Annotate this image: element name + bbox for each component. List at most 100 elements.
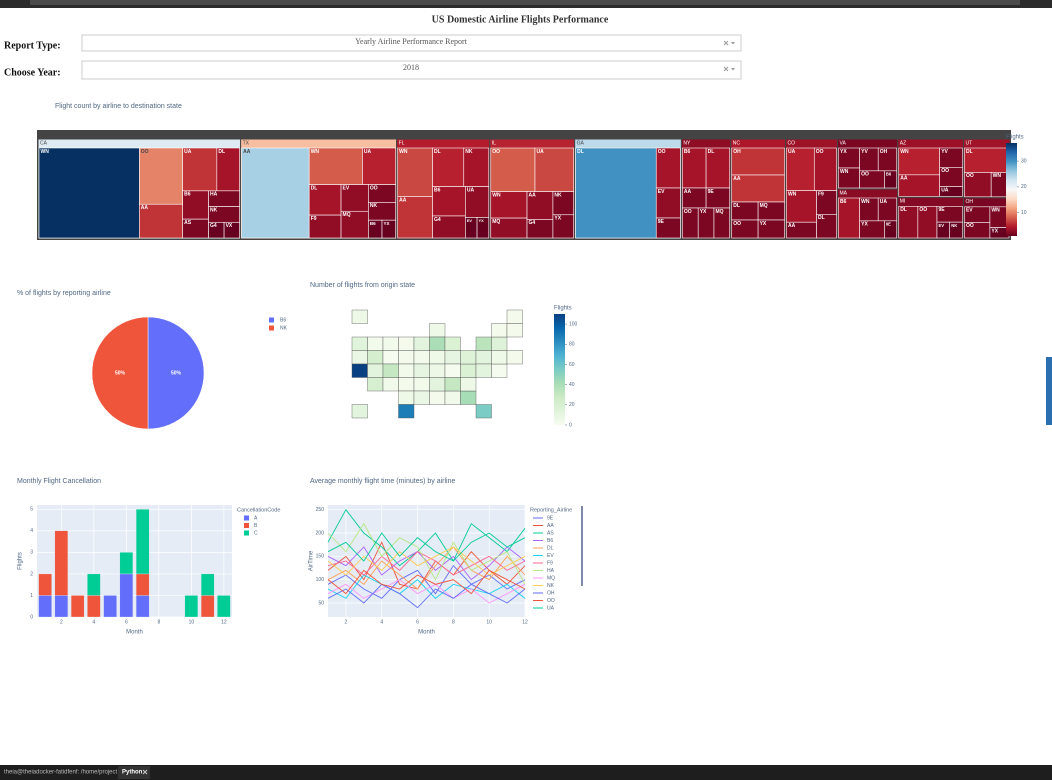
airline-label: 9E — [938, 207, 945, 213]
state-label: TX — [243, 140, 250, 146]
airline-tile — [139, 203, 183, 239]
y-tick-label: 5 — [30, 507, 33, 513]
dropdown-arrow[interactable] — [731, 42, 735, 45]
bar — [87, 573, 101, 596]
bar — [38, 573, 52, 596]
dropdown-arrow[interactable] — [731, 68, 735, 71]
pie-slice — [147, 316, 205, 430]
bar — [135, 509, 150, 575]
airline-label: 9E — [708, 189, 715, 195]
airline-label: OO — [658, 149, 666, 155]
slice-label: 50% — [171, 370, 182, 376]
airline-tile — [898, 147, 940, 176]
airline-label: EV — [966, 208, 973, 214]
airline-label: EV — [343, 185, 350, 191]
airline-label: OH — [880, 149, 888, 155]
state — [429, 390, 446, 405]
legend-label: OO — [547, 598, 555, 604]
airline-tile — [139, 147, 183, 205]
colorbar-tick-label: 30 — [1021, 158, 1027, 164]
tab-label[interactable]: Python — [122, 770, 143, 776]
state — [398, 363, 415, 378]
airline-label: AA — [243, 149, 251, 155]
airline-tile — [534, 147, 574, 192]
airline-tile — [308, 147, 363, 185]
state — [398, 377, 415, 392]
x-tick-label: 4 — [92, 619, 95, 625]
state — [460, 390, 477, 405]
airline-label: WN — [41, 149, 50, 155]
airline-label: DL — [708, 149, 715, 155]
year-dropdown[interactable] — [81, 60, 742, 80]
line — [327, 546, 526, 576]
airline-tile — [713, 207, 731, 239]
side-tab[interactable] — [1046, 357, 1052, 425]
y-tick-label: 100 — [316, 577, 325, 583]
airline-tile — [949, 221, 963, 239]
state — [506, 350, 523, 365]
y-tick-label: 1 — [30, 593, 33, 599]
state-label: MI — [900, 199, 906, 205]
airline-tile — [964, 172, 992, 198]
state — [506, 309, 523, 324]
airline-tile — [432, 186, 466, 217]
state — [367, 363, 384, 378]
clear-icon[interactable] — [723, 40, 729, 46]
state — [444, 390, 461, 405]
plot-area — [37, 505, 232, 617]
python-tab[interactable] — [118, 766, 150, 779]
legend-label: AA — [547, 523, 554, 529]
tab-close-icon[interactable] — [142, 769, 148, 775]
state — [491, 350, 508, 365]
airline-label: AA — [529, 192, 537, 198]
line — [327, 541, 526, 590]
airline-label: AS — [184, 220, 192, 226]
legend-label: EV — [547, 553, 554, 559]
state — [367, 377, 384, 392]
state — [413, 363, 430, 378]
report-type-dropdown[interactable] — [81, 34, 742, 52]
colorbar-tick-label: 20 — [569, 402, 575, 408]
airline-label: WN — [399, 149, 408, 155]
colorbar-tick-label: 40 — [569, 382, 575, 388]
airline-label: NK — [554, 192, 562, 198]
bar — [54, 530, 69, 596]
airline-tile — [397, 147, 433, 197]
x-tick-label: 4 — [380, 619, 383, 625]
airline-label: HA — [210, 192, 218, 198]
bar — [70, 595, 85, 618]
airline-label: YX — [479, 218, 485, 223]
y-tick-label: 250 — [316, 507, 325, 513]
airline-label: UA — [184, 149, 192, 155]
airline-label: YX — [991, 228, 998, 234]
clear-icon[interactable] — [723, 66, 729, 72]
airline-label: WN — [993, 173, 1002, 179]
airline-tile — [757, 219, 785, 239]
airline-label: B6 — [370, 221, 376, 226]
airline-label: DL — [818, 215, 825, 221]
legend-label: OH — [547, 590, 555, 596]
line — [327, 551, 526, 576]
airline-label: DL — [577, 149, 584, 155]
year-value: 2018 — [403, 63, 419, 72]
y-tick-label: 200 — [316, 530, 325, 536]
legend-label: UA — [547, 605, 555, 611]
airline-label: EV — [467, 218, 473, 223]
x-tick-label: 2 — [345, 619, 348, 625]
bar — [87, 595, 101, 618]
state — [351, 336, 368, 351]
airline-label: OO — [966, 173, 974, 179]
airline-label: DL — [733, 203, 740, 209]
state — [491, 363, 508, 378]
airline-tile — [432, 147, 465, 187]
chart-title: Flight count by airline to destination s… — [55, 103, 182, 110]
address-bar[interactable] — [30, 0, 1020, 5]
line — [327, 579, 526, 604]
legend-label: HA — [547, 568, 555, 574]
airline-label: AA — [788, 223, 796, 229]
state-label: UT — [965, 140, 972, 146]
chart-title: Monthly Flight Cancellation — [17, 478, 101, 485]
airline-label: YV — [861, 149, 868, 155]
state — [398, 404, 415, 419]
state — [491, 323, 508, 338]
